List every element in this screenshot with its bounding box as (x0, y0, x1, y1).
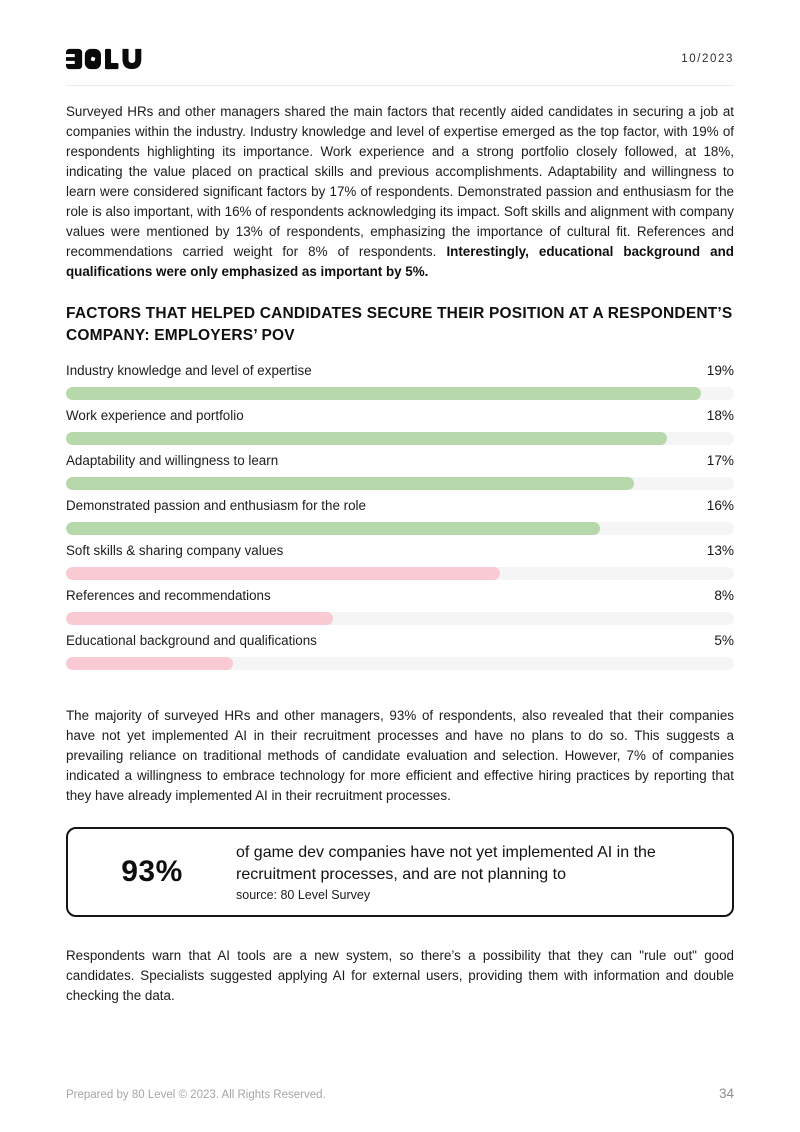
chart-title: FACTORS THAT HELPED CANDIDATES SECURE TH… (66, 305, 733, 344)
chart-category-label: Demonstrated passion and enthusiasm for … (66, 498, 366, 513)
intro-paragraph-bold: Interestingly, educational background an… (66, 244, 734, 279)
bar-fill (66, 612, 334, 625)
chart-value-label: 13% (706, 543, 734, 558)
chart-value-label: 8% (714, 588, 734, 603)
chart-value-label: 17% (706, 453, 734, 468)
chart-category-label: Soft skills & sharing company values (66, 543, 284, 558)
chart-value-label: 16% (706, 498, 734, 513)
intro-paragraph: Surveyed HRs and other managers shared t… (66, 102, 734, 282)
chart-row-label-line: Industry knowledge and level of expertis… (66, 363, 734, 383)
chart-row: Demonstrated passion and enthusiasm for … (66, 498, 734, 535)
bar-chart: Industry knowledge and level of expertis… (66, 363, 734, 670)
chart-row: Work experience and portfolio 18% (66, 408, 734, 445)
stat-value: 93% (121, 855, 183, 888)
chart-row-label-line: Soft skills & sharing company values 13% (66, 543, 734, 563)
bar-track (66, 612, 734, 625)
chart-row-label-line: Educational background and qualification… (66, 633, 734, 653)
chart-value-label: 18% (706, 408, 734, 423)
chart-row: Educational background and qualification… (66, 633, 734, 670)
bar-track (66, 522, 734, 535)
page-number: 34 (718, 1086, 734, 1101)
chart-row: Adaptability and willingness to learn 17% (66, 453, 734, 490)
bar-track (66, 432, 734, 445)
chart-row-label-line: Demonstrated passion and enthusiasm for … (66, 498, 734, 518)
closing-paragraph: Respondents warn that AI tools are a new… (66, 948, 734, 1003)
issue-date: 10/2023 (681, 53, 734, 65)
chart-category-label: Work experience and portfolio (66, 408, 244, 423)
stat-description: of game dev companies have not yet imple… (236, 844, 656, 883)
chart-row-label-line: Adaptability and willingness to learn 17% (66, 453, 734, 473)
chart-row: Soft skills & sharing company values 13% (66, 543, 734, 580)
chart-category-label: Educational background and qualification… (66, 633, 317, 648)
header-divider (66, 85, 734, 86)
chart-value-label: 19% (706, 363, 734, 378)
chart-category-label: Adaptability and willingness to learn (66, 453, 279, 468)
page-footer: Prepared by 80 Level © 2023. All Rights … (66, 1086, 734, 1101)
bar-track (66, 477, 734, 490)
bar-fill (66, 522, 601, 535)
stat-callout: 93% of game dev companies have not yet i… (66, 827, 734, 917)
ai-adoption-paragraph: The majority of surveyed HRs and other m… (66, 708, 734, 803)
stat-description-block: of game dev companies have not yet imple… (236, 842, 726, 902)
bar-fill (66, 657, 233, 670)
chart-row-label-line: Work experience and portfolio 18% (66, 408, 734, 428)
chart-value-label: 5% (714, 633, 734, 648)
bar-fill (66, 567, 501, 580)
chart-row-label-line: References and recommendations 8% (66, 588, 734, 608)
chart-category-label: Industry knowledge and level of expertis… (66, 363, 312, 378)
chart-row: References and recommendations 8% (66, 588, 734, 625)
bar-fill (66, 432, 668, 445)
intro-paragraph-text: Surveyed HRs and other managers shared t… (66, 104, 734, 259)
copyright-text: Prepared by 80 Level © 2023. All Rights … (66, 1089, 326, 1101)
bar-track (66, 567, 734, 580)
stat-source: source: 80 Level Survey (236, 888, 371, 902)
page-header: 10/2023 (66, 0, 734, 70)
chart-category-label: References and recommendations (66, 588, 271, 603)
logo-80lv-icon (66, 48, 144, 70)
bar-fill (66, 387, 701, 400)
chart-row: Industry knowledge and level of expertis… (66, 363, 734, 400)
bar-fill (66, 477, 634, 490)
bar-track (66, 387, 734, 400)
bar-track (66, 657, 734, 670)
